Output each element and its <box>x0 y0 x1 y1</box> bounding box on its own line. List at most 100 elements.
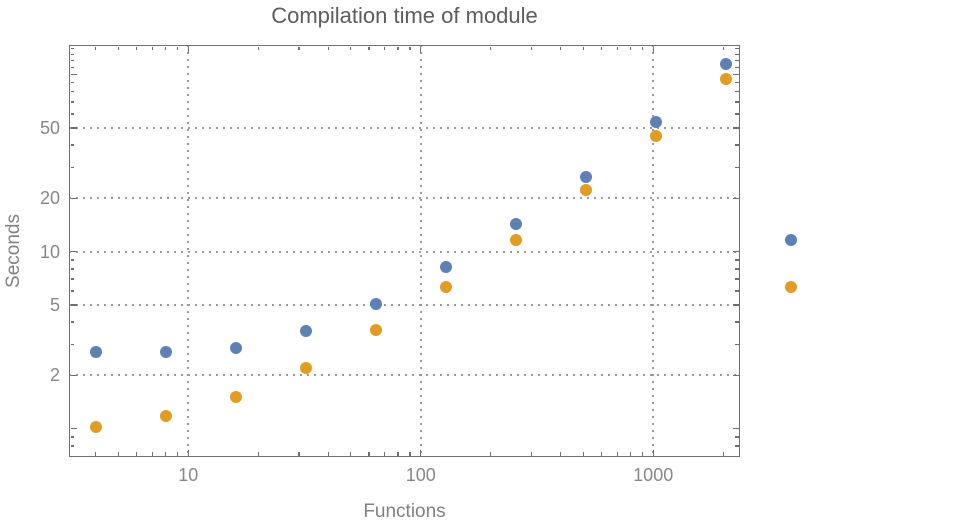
x-tick <box>257 46 259 50</box>
y-tick <box>735 59 739 62</box>
y-tick <box>70 259 74 261</box>
y-tick <box>735 166 739 168</box>
x-tick <box>652 46 654 53</box>
y-tick <box>732 304 739 306</box>
h-gridline <box>69 304 740 307</box>
x-tick <box>582 452 584 456</box>
x-tick <box>165 452 167 456</box>
x-tick <box>165 46 167 50</box>
x-tick <box>327 452 329 456</box>
data-point-blue-series <box>369 298 382 311</box>
x-tick <box>530 452 533 456</box>
y-tick <box>732 73 739 76</box>
v-gridline <box>652 45 655 457</box>
y-tick <box>732 127 739 129</box>
data-point-blue-series <box>439 260 452 273</box>
x-tick <box>135 46 138 50</box>
x-tick-label: 1000 <box>633 465 674 485</box>
h-gridline <box>69 374 740 377</box>
x-tick <box>490 452 492 456</box>
x-tick-label: 10 <box>178 465 199 485</box>
x-tick <box>409 452 411 456</box>
x-tick <box>117 452 119 456</box>
v-gridline <box>419 45 422 457</box>
x-tick <box>187 46 189 53</box>
y-tick <box>70 343 74 345</box>
x-tick <box>117 46 119 50</box>
data-point-orange-series <box>89 421 102 434</box>
y-tick <box>735 259 739 261</box>
y-tick <box>70 268 74 270</box>
y-tick <box>70 445 74 447</box>
y-tick <box>70 197 77 200</box>
y-tick <box>70 66 74 68</box>
x-tick <box>298 452 300 456</box>
x-tick <box>95 452 97 456</box>
x-tick <box>151 452 153 456</box>
data-point-orange-series <box>579 184 592 197</box>
x-tick <box>420 449 422 456</box>
y-tick <box>70 127 77 129</box>
y-tick <box>735 268 739 270</box>
y-tick <box>735 321 739 323</box>
y-tick <box>70 290 74 292</box>
y-tick <box>735 66 739 68</box>
y-tick <box>70 166 74 168</box>
y-tick <box>70 113 74 115</box>
y-tick <box>70 82 74 84</box>
x-tick <box>652 449 654 456</box>
y-tick <box>70 321 74 323</box>
x-tick <box>641 46 644 50</box>
y-tick <box>735 445 739 447</box>
y-tick <box>735 91 739 93</box>
y-tick <box>735 101 739 103</box>
y-tick <box>70 251 77 253</box>
x-axis-label: Functions <box>363 501 446 522</box>
data-point-orange-series <box>439 281 452 294</box>
y-tick-label: 10 <box>39 241 60 262</box>
y-tick <box>732 374 739 377</box>
x-tick <box>582 46 584 50</box>
x-tick-label: 100 <box>405 465 436 485</box>
y-tick-label: 2 <box>49 365 60 386</box>
x-tick <box>135 452 138 456</box>
y-tick <box>735 82 739 84</box>
x-tick <box>368 452 370 456</box>
y-tick-label: 20 <box>39 188 60 209</box>
y-tick <box>735 53 739 56</box>
y-tick <box>735 436 739 438</box>
h-gridline <box>69 126 740 129</box>
y-tick <box>70 73 77 76</box>
y-tick <box>70 59 74 62</box>
x-tick <box>641 452 644 456</box>
y-tick <box>70 101 74 103</box>
x-tick <box>350 452 352 456</box>
y-tick <box>735 144 739 146</box>
x-tick <box>327 46 329 50</box>
x-tick <box>187 449 189 456</box>
detached-marker-orange-series <box>784 281 797 294</box>
y-tick-label: 50 <box>39 117 60 138</box>
data-point-blue-series <box>509 217 522 230</box>
y-tick <box>70 53 74 56</box>
y-tick <box>732 428 739 430</box>
y-tick <box>70 436 74 438</box>
y-tick-label: 5 <box>49 295 60 316</box>
x-tick <box>722 452 724 456</box>
data-point-orange-series <box>719 73 732 86</box>
y-tick <box>735 113 739 115</box>
x-tick <box>420 46 422 53</box>
y-tick <box>735 278 739 280</box>
plot-frame <box>69 45 740 457</box>
detached-marker-blue-series <box>784 234 797 247</box>
y-tick <box>70 304 77 306</box>
x-tick <box>530 46 533 50</box>
y-tick <box>70 428 77 430</box>
data-point-orange-series <box>369 324 382 337</box>
y-tick <box>70 278 74 280</box>
x-tick <box>95 46 97 50</box>
chart-title: Compilation time of module <box>271 3 538 28</box>
y-tick <box>732 197 739 200</box>
data-point-blue-series <box>299 325 312 338</box>
y-tick <box>70 374 77 377</box>
